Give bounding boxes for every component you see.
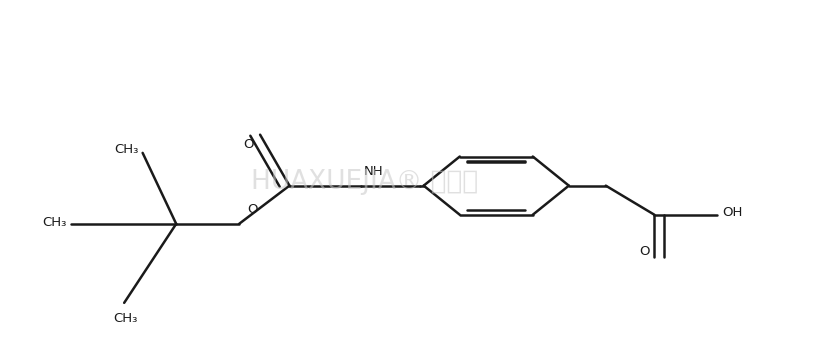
Text: CH₃: CH₃ (114, 143, 138, 156)
Text: O: O (242, 138, 253, 151)
Text: NH: NH (364, 165, 383, 178)
Text: HUAXUEJIA® 化学加: HUAXUEJIA® 化学加 (252, 169, 478, 195)
Text: OH: OH (722, 206, 743, 219)
Text: O: O (639, 245, 650, 258)
Text: CH₃: CH₃ (43, 215, 67, 229)
Text: O: O (248, 203, 258, 216)
Text: CH₃: CH₃ (113, 312, 138, 325)
